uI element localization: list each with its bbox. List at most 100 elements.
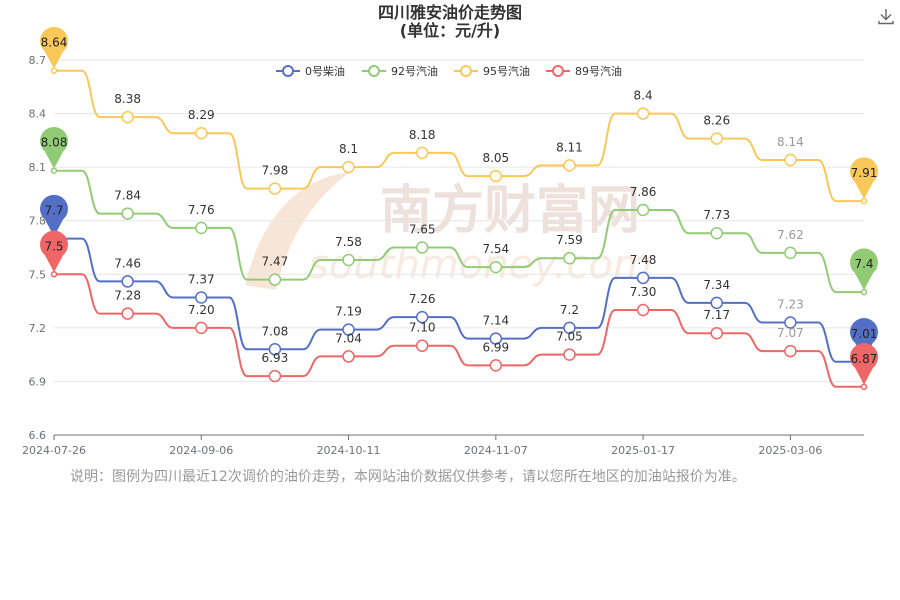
pin-label: 7.5 xyxy=(44,239,63,253)
data-point xyxy=(415,339,429,352)
data-label: 7.28 xyxy=(114,289,141,303)
data-label: 7.34 xyxy=(703,278,730,292)
data-point xyxy=(121,110,134,124)
data-label: 7.26 xyxy=(409,292,436,306)
data-label: 7.2 xyxy=(560,303,579,317)
pin-label: 7.91 xyxy=(851,166,878,180)
data-point xyxy=(415,146,429,160)
legend-label: 92号汽油 xyxy=(391,64,438,78)
pin-label: 6.87 xyxy=(851,352,878,366)
data-label: 7.62 xyxy=(777,228,804,242)
data-labels: 7.46 7.37 7.08 7.19 7.26 7.14 7.2 7.48 7.34 7.23 7… xyxy=(114,89,803,366)
pin-label: 7.4 xyxy=(854,257,873,271)
data-label: 7.86 xyxy=(630,185,657,199)
data-label: 7.08 xyxy=(262,324,289,338)
series-line xyxy=(53,169,864,294)
legend[interactable]: 0号柴油 92号汽油 95号汽油 89号汽油 xyxy=(276,64,622,78)
data-point xyxy=(636,107,650,120)
pin-marker: 7.4 xyxy=(850,248,878,291)
data-point xyxy=(710,326,723,340)
y-tick-label: 6.9 xyxy=(29,375,47,388)
data-label: 7.76 xyxy=(188,203,215,217)
data-point xyxy=(268,343,282,356)
data-label: 7.84 xyxy=(114,189,141,203)
pin-shape xyxy=(40,230,68,273)
pin-marker: 7.7 xyxy=(39,194,68,237)
data-point xyxy=(636,303,650,317)
pin-marker: 7.91 xyxy=(850,157,878,200)
data-label: 8.4 xyxy=(634,89,653,103)
download-icon[interactable] xyxy=(876,6,896,26)
data-point xyxy=(415,310,429,324)
data-point xyxy=(415,241,429,254)
data-label: 7.59 xyxy=(556,233,583,247)
chart-title: 四川雅安油价走势图 xyxy=(377,3,522,22)
data-point xyxy=(342,160,355,174)
watermark-swoosh xyxy=(245,172,350,290)
data-point xyxy=(342,253,355,267)
endpoint-markers: 7.7 7.01 8.08 7.4 8.64 7.91 7.5 6.87 xyxy=(39,26,878,385)
chart-unit-subtitle: (单位：元/升) xyxy=(399,21,501,40)
data-label: 8.38 xyxy=(114,92,141,106)
data-label: 7.65 xyxy=(409,223,436,237)
pin-label: 8.64 xyxy=(41,36,68,50)
pin-shape xyxy=(850,318,878,360)
data-point xyxy=(860,197,868,205)
data-label: 7.05 xyxy=(556,330,583,344)
legend-item[interactable]: 0号柴油 xyxy=(276,64,345,78)
data-label: 8.05 xyxy=(482,151,509,165)
pin-shape xyxy=(39,126,68,169)
y-tick-label: 8.1 xyxy=(29,161,47,174)
data-point xyxy=(268,273,282,286)
data-label: 7.10 xyxy=(409,321,436,335)
pin-shape xyxy=(850,157,878,200)
data-point xyxy=(121,307,134,320)
pin-marker: 7.01 xyxy=(850,318,878,360)
legend-label: 0号柴油 xyxy=(305,64,345,78)
y-tick-label: 7.8 xyxy=(29,215,47,228)
data-label: 6.99 xyxy=(482,340,509,354)
pin-label: 7.7 xyxy=(44,204,63,218)
legend-symbol xyxy=(368,65,380,77)
data-point xyxy=(195,126,208,140)
data-point xyxy=(195,291,208,304)
y-tick-label: 6.6 xyxy=(29,429,47,442)
data-label: 7.30 xyxy=(630,285,657,299)
y-tick-label: 8.7 xyxy=(29,54,47,67)
x-tick-label: 2024-11-07 xyxy=(464,444,528,457)
data-label: 7.17 xyxy=(703,308,730,322)
legend-item[interactable]: 89号汽油 xyxy=(546,64,622,78)
series-group xyxy=(50,67,868,391)
data-label: 8.11 xyxy=(556,140,583,154)
pin-shape xyxy=(850,248,878,291)
data-label: 7.23 xyxy=(777,298,804,312)
x-axis: 2024-07-26 2024-09-06 2024-10-11 2024-11-07… xyxy=(22,434,864,457)
data-point xyxy=(784,344,797,358)
watermark-cn-text: 南方财富网 xyxy=(380,181,640,241)
y-tick-label: 7.5 xyxy=(29,268,47,281)
data-point xyxy=(489,332,503,345)
data-point xyxy=(710,226,723,240)
data-point xyxy=(268,182,282,195)
legend-item[interactable]: 92号汽油 xyxy=(362,64,438,78)
data-label: 8.18 xyxy=(409,128,436,142)
series-line xyxy=(53,237,864,363)
data-label: 8.14 xyxy=(777,135,804,149)
data-point xyxy=(121,275,134,288)
pin-shape xyxy=(39,26,68,69)
series-line xyxy=(53,273,864,388)
data-label: 7.07 xyxy=(777,326,804,340)
pin-marker: 8.64 xyxy=(39,26,68,69)
y-axis: 6.6 6.9 7.2 7.5 7.8 8.1 8.4 8.7 xyxy=(29,54,47,442)
data-point xyxy=(784,316,797,329)
data-point xyxy=(50,67,58,74)
data-point xyxy=(489,359,503,372)
data-point xyxy=(784,153,797,167)
x-tick-label: 2024-10-11 xyxy=(317,444,381,457)
data-label: 7.47 xyxy=(262,255,289,269)
data-label: 7.20 xyxy=(188,303,215,317)
x-tick-label: 2025-03-06 xyxy=(758,444,822,457)
legend-item[interactable]: 95号汽油 xyxy=(454,64,530,78)
data-point xyxy=(860,383,868,391)
data-label: 7.98 xyxy=(262,164,289,178)
